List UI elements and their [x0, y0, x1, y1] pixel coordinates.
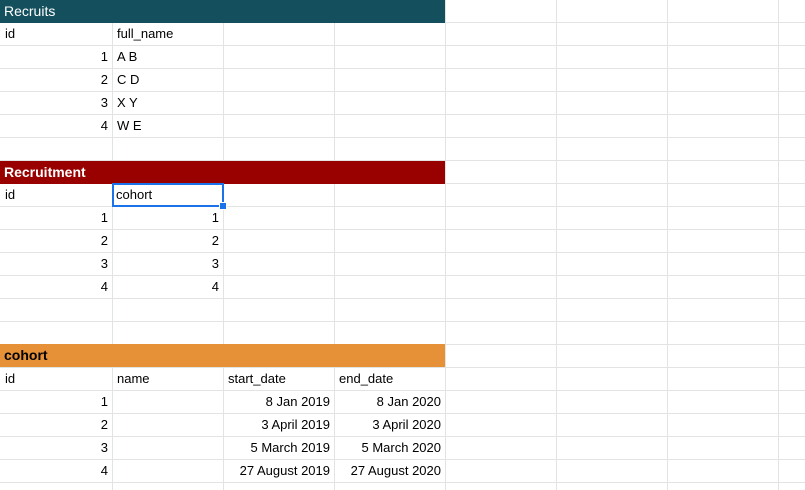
- table-cell-end-date[interactable]: 5 March 2020: [361, 440, 442, 455]
- table-cell-end-date[interactable]: 8 Jan 2020: [376, 394, 441, 409]
- gridline: [0, 137, 805, 138]
- gridline: [0, 482, 805, 483]
- table-cell-id[interactable]: 4: [100, 118, 108, 133]
- gridline: [334, 0, 335, 490]
- gridline: [0, 160, 805, 161]
- table-cell-start-date[interactable]: 3 April 2019: [261, 417, 330, 432]
- table-cell-name[interactable]: [113, 460, 223, 482]
- table-cell-name[interactable]: [113, 414, 223, 436]
- table-cell-id[interactable]: 2: [100, 417, 108, 432]
- gridline: [0, 91, 805, 92]
- gridline: [778, 0, 779, 490]
- gridline: [0, 206, 805, 207]
- gridline: [0, 68, 805, 69]
- column-header-id[interactable]: id: [5, 371, 16, 386]
- table-cell-id[interactable]: 2: [100, 72, 108, 87]
- table-cell-cohort[interactable]: 1: [211, 210, 219, 225]
- table-cell-id[interactable]: 4: [100, 279, 108, 294]
- gridline: [556, 0, 557, 490]
- gridline: [0, 252, 805, 253]
- table-cell-cohort[interactable]: 2: [211, 233, 219, 248]
- gridline: [0, 436, 805, 437]
- gridline: [0, 114, 805, 115]
- gridline: [0, 229, 805, 230]
- gridline: [0, 459, 805, 460]
- table-cell-id[interactable]: 3: [100, 256, 108, 271]
- gridline: [0, 413, 805, 414]
- column-header-name[interactable]: name: [117, 371, 150, 386]
- table-cell-full-name[interactable]: A B: [117, 49, 138, 64]
- recruitment-table-title[interactable]: Recruitment: [0, 161, 445, 184]
- selected-cell-cohort[interactable]: cohort: [112, 183, 224, 207]
- table-cell-id[interactable]: 4: [100, 463, 108, 478]
- table-cell-start-date[interactable]: 8 Jan 2019: [265, 394, 330, 409]
- table-cell-id[interactable]: 1: [100, 49, 108, 64]
- table-cell-cohort[interactable]: 3: [211, 256, 219, 271]
- table-cell-id[interactable]: 3: [100, 440, 108, 455]
- gridline: [0, 321, 805, 322]
- table-cell-id[interactable]: 1: [100, 394, 108, 409]
- gridline: [445, 0, 446, 490]
- gridline: [0, 275, 805, 276]
- gridline: [667, 0, 668, 490]
- column-header-id[interactable]: id: [5, 26, 16, 41]
- column-header-id[interactable]: id: [5, 187, 16, 202]
- gridline: [0, 298, 805, 299]
- gridline: [0, 367, 805, 368]
- table-cell-name[interactable]: [113, 437, 223, 459]
- gridline: [0, 45, 805, 46]
- cohort-table-title[interactable]: cohort: [0, 344, 445, 367]
- table-cell-end-date[interactable]: 27 August 2020: [350, 463, 441, 478]
- table-cell-full-name[interactable]: X Y: [117, 95, 138, 110]
- table-cell-id[interactable]: 3: [100, 95, 108, 110]
- gridline: [112, 0, 113, 490]
- column-header-full-name[interactable]: full_name: [117, 26, 174, 41]
- recruits-table-title[interactable]: Recruits: [0, 0, 445, 23]
- fill-handle[interactable]: [219, 202, 227, 210]
- column-header-start-date[interactable]: start_date: [228, 371, 286, 386]
- table-cell-end-date[interactable]: 3 April 2020: [372, 417, 441, 432]
- table-cell-name[interactable]: [113, 391, 223, 413]
- table-cell-full-name[interactable]: C D: [117, 72, 140, 87]
- gridline: [223, 0, 224, 490]
- table-cell-start-date[interactable]: 5 March 2019: [250, 440, 331, 455]
- table-cell-cohort[interactable]: 4: [211, 279, 219, 294]
- column-header-end-date[interactable]: end_date: [339, 371, 394, 386]
- table-cell-full-name[interactable]: W E: [117, 118, 142, 133]
- gridline: [0, 390, 805, 391]
- table-cell-id[interactable]: 2: [100, 233, 108, 248]
- table-cell-start-date[interactable]: 27 August 2019: [239, 463, 330, 478]
- table-cell-id[interactable]: 1: [100, 210, 108, 225]
